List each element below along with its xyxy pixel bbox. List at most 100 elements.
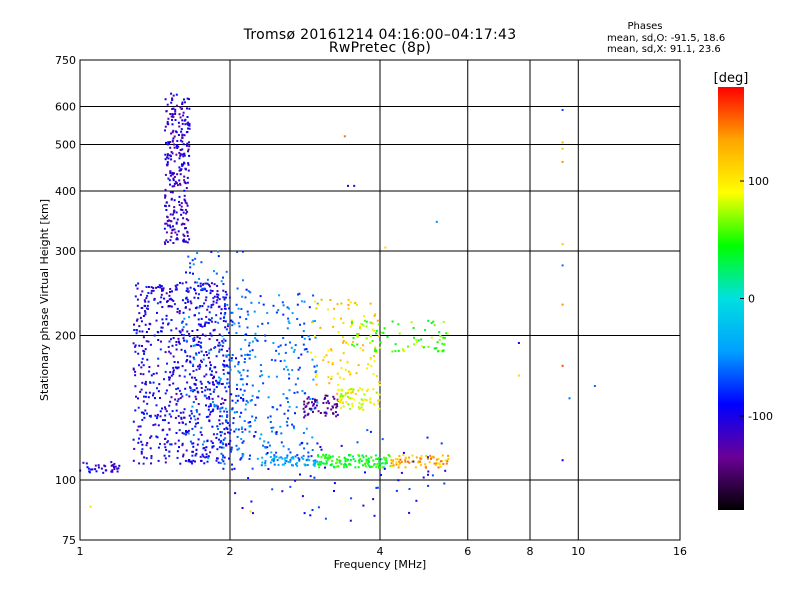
data-point: [173, 228, 176, 231]
data-point: [100, 467, 103, 470]
data-point: [239, 458, 242, 461]
data-point: [113, 466, 115, 469]
data-point: [394, 343, 397, 346]
data-point: [177, 387, 180, 390]
data-point: [221, 345, 224, 348]
data-point: [186, 97, 189, 100]
y-tick-label: 200: [55, 330, 76, 343]
data-point: [164, 406, 166, 409]
data-point: [339, 376, 342, 379]
data-point: [217, 255, 220, 258]
data-point: [359, 347, 362, 350]
data-point: [310, 455, 313, 458]
data-point: [140, 366, 143, 369]
data-point: [438, 462, 440, 465]
data-point: [221, 340, 224, 343]
data-point: [233, 467, 236, 470]
data-point: [161, 326, 164, 329]
data-point: [294, 479, 297, 482]
data-point: [328, 457, 331, 460]
data-point: [231, 324, 234, 327]
data-point: [356, 333, 359, 335]
data-point: [163, 443, 166, 446]
data-point: [169, 170, 172, 173]
data-point: [200, 361, 203, 363]
data-point: [168, 413, 171, 416]
data-point: [347, 403, 350, 406]
data-point: [224, 407, 227, 410]
data-point: [246, 310, 249, 313]
data-point: [398, 463, 401, 466]
data-point: [178, 421, 181, 424]
data-point: [190, 345, 193, 348]
data-point: [154, 414, 157, 417]
data-point: [237, 428, 240, 431]
data-point: [286, 417, 289, 420]
data-point: [218, 438, 220, 441]
data-point: [344, 462, 347, 465]
data-point: [340, 398, 343, 401]
data-point: [170, 415, 173, 418]
data-point: [189, 386, 191, 389]
data-point: [300, 300, 303, 303]
data-point: [318, 461, 321, 464]
data-point: [269, 456, 272, 458]
data-point: [249, 421, 252, 423]
data-point: [220, 312, 222, 315]
data-point: [204, 449, 207, 452]
data-point: [170, 158, 173, 161]
data-point: [210, 304, 213, 307]
y-axis-label: Stationary phase Virtual Height [km]: [38, 199, 51, 401]
data-point: [200, 382, 203, 385]
data-point: [204, 323, 206, 326]
data-point: [309, 475, 312, 478]
data-point: [199, 305, 202, 308]
data-point: [226, 428, 229, 430]
data-point: [387, 454, 390, 457]
data-point: [281, 490, 284, 493]
data-point: [248, 425, 251, 428]
data-point: [275, 455, 278, 458]
data-point: [235, 357, 237, 360]
data-point: [392, 462, 394, 465]
data-point: [145, 457, 148, 460]
data-point: [175, 221, 178, 224]
data-point: [230, 319, 233, 322]
data-point: [413, 343, 416, 346]
data-point: [299, 473, 301, 476]
data-point: [170, 101, 173, 104]
data-point: [289, 451, 292, 454]
data-point: [183, 408, 186, 411]
data-point: [116, 470, 119, 473]
data-point: [344, 460, 347, 462]
data-point: [169, 154, 171, 157]
data-point: [192, 370, 195, 373]
data-point: [236, 399, 239, 402]
data-point: [265, 453, 268, 456]
phase-stats-o: mean, sd,O: -91.5, 18.6: [607, 33, 726, 44]
data-point: [314, 320, 316, 322]
data-point: [204, 395, 207, 398]
data-point: [404, 466, 407, 469]
data-point: [312, 459, 315, 462]
data-point: [192, 272, 194, 275]
data-point: [441, 350, 444, 353]
data-point: [226, 410, 229, 413]
data-point: [215, 371, 218, 374]
data-point: [175, 388, 178, 391]
data-point: [180, 417, 183, 420]
data-point: [206, 440, 209, 443]
data-point: [300, 353, 303, 356]
data-point: [228, 424, 231, 427]
data-point: [207, 405, 210, 408]
data-point: [146, 402, 149, 405]
data-point: [195, 343, 198, 346]
data-point: [197, 297, 200, 300]
data-point: [242, 453, 245, 456]
data-point: [143, 299, 146, 302]
data-point: [297, 293, 299, 296]
data-point: [360, 322, 363, 325]
data-point: [234, 365, 236, 368]
data-point: [206, 388, 209, 391]
grid-lines: [80, 60, 680, 540]
